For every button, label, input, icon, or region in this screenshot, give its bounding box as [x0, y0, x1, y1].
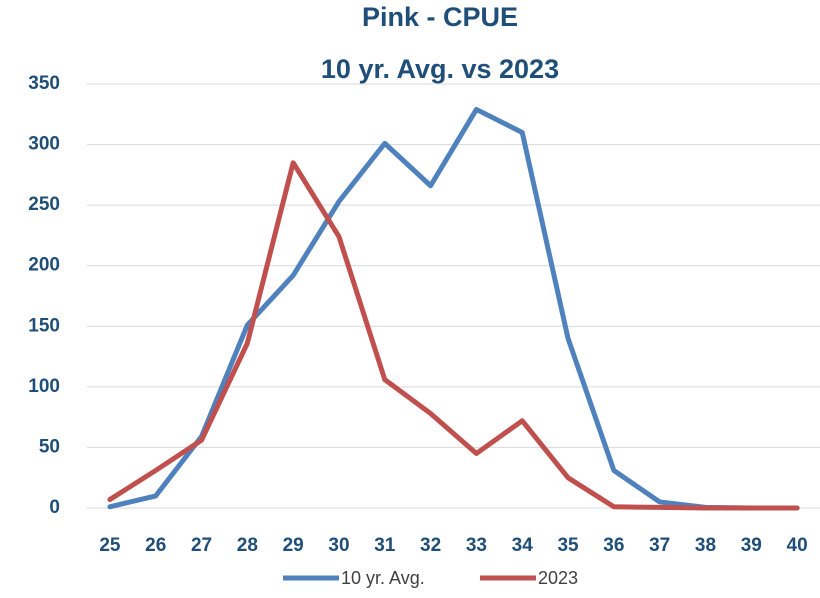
legend-label: 2023: [538, 568, 578, 588]
y-tick-label: 300: [28, 134, 60, 155]
x-tick-label: 30: [328, 535, 349, 556]
series-line: [107, 160, 800, 511]
x-tick-label: 37: [649, 535, 670, 556]
y-tick-label: 100: [28, 376, 60, 397]
y-tick-label: 50: [39, 436, 60, 457]
x-tick-label: 34: [512, 535, 534, 556]
x-tick-label: 28: [237, 535, 258, 556]
y-tick-label: 250: [28, 194, 60, 215]
x-tick-label: 39: [741, 535, 762, 556]
x-tick-label: 25: [99, 535, 121, 556]
chart-title: Pink - CPUE: [362, 2, 518, 32]
series-line: [107, 106, 800, 511]
y-tick-label: 0: [49, 497, 60, 518]
x-tick-label: 32: [420, 535, 441, 556]
x-tick-label: 26: [145, 535, 166, 556]
chart-subtitle: 10 yr. Avg. vs 2023: [321, 54, 559, 84]
x-tick-label: 29: [283, 535, 304, 556]
y-tick-label: 200: [28, 255, 60, 276]
y-tick-label: 350: [28, 73, 60, 94]
x-tick-label: 38: [695, 535, 716, 556]
x-tick-label: 27: [191, 535, 212, 556]
x-tick-label: 31: [374, 535, 396, 556]
x-tick-label: 40: [787, 535, 808, 556]
x-tick-label: 35: [557, 535, 579, 556]
y-tick-label: 150: [28, 315, 60, 336]
legend-label: 10 yr. Avg.: [341, 568, 425, 588]
x-tick-label: 36: [603, 535, 624, 556]
x-tick-label: 33: [466, 535, 487, 556]
